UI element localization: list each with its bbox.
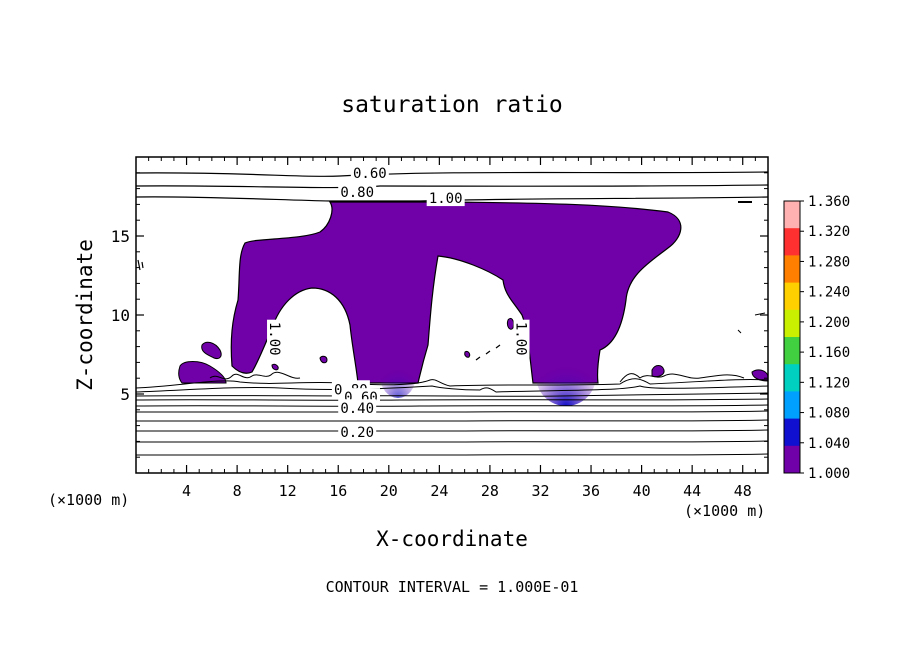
contour-line (137, 259, 144, 271)
x-tick-label: 44 (683, 482, 701, 500)
colorbar-tick-label: 1.360 (808, 194, 850, 210)
supersat-region (507, 317, 514, 330)
y-axis: 5 10 15 (111, 172, 768, 458)
colorbar-segment (784, 282, 800, 311)
contour-label: 0.20 (340, 425, 374, 441)
supersat-region (464, 351, 471, 358)
colorbar-tick-label: 1.280 (808, 254, 850, 270)
contour-label: 0.40 (340, 401, 374, 417)
colorbar-segment (784, 255, 800, 284)
y-axis-label: Z-coordinate (73, 239, 97, 391)
contour-label-bg (426, 189, 465, 207)
x-axis-label: X-coordinate (376, 527, 528, 551)
contour-label: 0.60 (353, 166, 387, 182)
contour-label-bg (338, 182, 377, 200)
colorbar-tick-label: 1.120 (808, 375, 850, 391)
x-axis-unit: (×1000 m) (48, 491, 129, 509)
contour-label-bg (350, 163, 389, 181)
contour-line (136, 410, 768, 413)
contour-label-bg (338, 422, 377, 440)
x-axis-unit-right: (×1000 m) (684, 502, 765, 520)
x-tick-label: 16 (329, 482, 347, 500)
supersat-region (178, 361, 227, 384)
supersat-region (651, 365, 665, 378)
supersat-core (380, 354, 416, 398)
supersat-region-main (230, 201, 682, 384)
colorbar-segment (784, 364, 800, 392)
supersat-region (319, 355, 328, 364)
colorbar-segment (784, 201, 800, 229)
supersat-region (201, 341, 222, 359)
x-tick-label: 20 (380, 482, 398, 500)
x-tick-label: 24 (430, 482, 448, 500)
contour-line (136, 429, 768, 432)
x-tick-label: 4 (182, 482, 191, 500)
contour-label: 1.00 (266, 322, 282, 356)
contour-interval-note: CONTOUR INTERVAL = 1.000E-01 (326, 578, 579, 596)
x-axis: 4 8 12 16 20 24 28 32 36 40 44 48 (148, 157, 756, 500)
contour-label-bg (338, 399, 377, 417)
contour-line (136, 398, 768, 401)
y-tick-label: 5 (120, 385, 130, 404)
contour-line (136, 378, 768, 389)
contour-line (136, 404, 768, 407)
contour-label: 1.00 (429, 191, 463, 207)
colorbar-tick-label: 1.160 (808, 345, 850, 361)
x-tick-label: 36 (582, 482, 600, 500)
colorbar-segment (784, 445, 800, 474)
colorbar-segment (784, 418, 800, 447)
supersat-core (536, 346, 596, 406)
colorbar: 1.360 1.320 1.280 1.240 1.200 1.160 1.120 1.080… (783, 194, 850, 482)
contour-line (136, 392, 768, 397)
colorbar-segment (784, 391, 800, 420)
contour-line (136, 440, 768, 443)
x-tick-label: 40 (633, 482, 651, 500)
contour-line (136, 385, 768, 393)
contour-label-bg (267, 319, 284, 358)
x-tick-label: 12 (279, 482, 297, 500)
colorbar-frame (783, 200, 801, 474)
contour-label-bg (513, 319, 530, 358)
contour-line (136, 171, 768, 178)
colorbar-tick-label: 1.080 (808, 406, 850, 422)
supersat-region (271, 363, 279, 371)
y-tick-label: 15 (111, 227, 130, 246)
x-tick-label: 48 (734, 482, 752, 500)
contour-label: 0.80 (340, 185, 374, 201)
colorbar-tick-label: 1.000 (808, 466, 850, 482)
x-tick-label: 8 (233, 482, 242, 500)
colorbar-tick-label: 1.320 (808, 224, 850, 240)
colorbar-segment (784, 337, 800, 365)
contour-line (475, 344, 501, 361)
x-tick-label: 28 (481, 482, 499, 500)
colorbar-tick-label: 1.040 (808, 436, 850, 452)
contour-line (136, 453, 768, 456)
colorbar-segment (784, 228, 800, 256)
colorbar-segment (784, 309, 800, 338)
contour-line (136, 184, 768, 189)
contour-line (619, 373, 745, 383)
contour-line (209, 371, 301, 380)
contour-line (136, 419, 768, 422)
chart-title: saturation ratio (341, 92, 563, 118)
y-tick-label: 10 (111, 306, 130, 325)
contour-labels: 0.600.801.001.001.000.800.600.400.20 (266, 163, 530, 441)
colorbar-tick-label: 1.240 (808, 285, 850, 301)
contour-label: 1.00 (513, 322, 529, 356)
x-tick-label: 32 (531, 482, 549, 500)
colorbar-tick-label: 1.200 (808, 315, 850, 331)
contour-line (737, 312, 766, 334)
